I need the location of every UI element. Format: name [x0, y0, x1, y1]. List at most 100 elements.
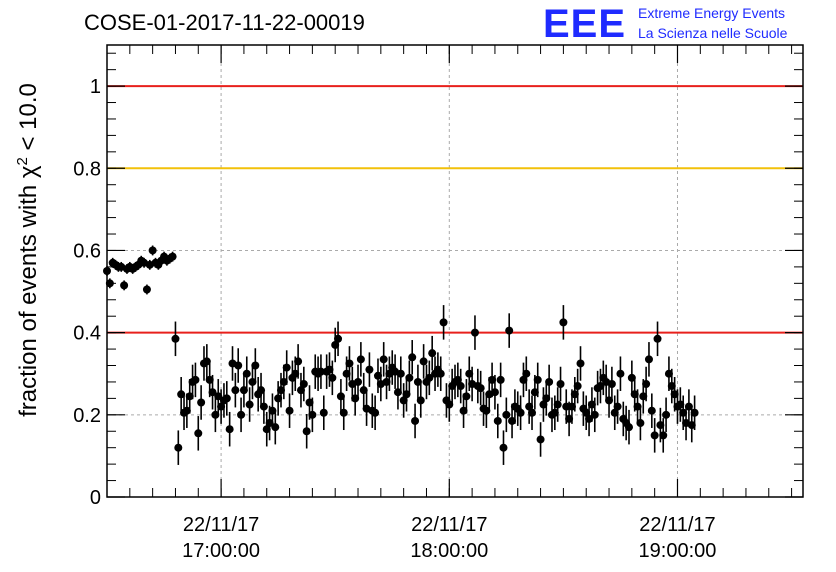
data-point	[647, 406, 656, 415]
data-point	[627, 373, 636, 382]
data-point	[194, 429, 203, 438]
data-point	[508, 416, 517, 425]
data-point	[245, 400, 254, 409]
data-point	[556, 380, 565, 388]
data-point	[428, 349, 437, 358]
data-point	[505, 326, 514, 335]
x-tick-date-label: 22/11/17	[639, 514, 715, 536]
data-point	[659, 431, 668, 440]
data-point	[570, 390, 579, 399]
data-point	[142, 285, 151, 294]
data-point	[191, 375, 200, 384]
data-point	[373, 371, 382, 380]
data-point	[413, 377, 422, 386]
data-point	[231, 386, 240, 395]
data-point	[308, 410, 317, 419]
data-point	[393, 388, 402, 397]
data-point	[336, 392, 345, 401]
reference-lines	[107, 85, 803, 334]
data-point	[402, 390, 411, 399]
data-point	[573, 382, 582, 391]
data-point	[268, 406, 277, 415]
data-point	[470, 328, 479, 337]
data-point	[490, 388, 499, 397]
data-point	[379, 355, 388, 364]
data-point	[251, 361, 260, 370]
data-point	[459, 406, 468, 415]
data-point	[576, 359, 585, 368]
y-tick-label: 0.6	[73, 240, 101, 262]
data-point	[536, 435, 545, 444]
data-point	[174, 443, 183, 452]
data-point	[436, 369, 445, 378]
data-point	[522, 369, 531, 378]
axis-ticks	[106, 45, 803, 498]
data-point	[316, 367, 325, 376]
data-point	[197, 398, 206, 407]
data-point	[559, 318, 568, 327]
data-point	[345, 359, 354, 368]
data-point	[607, 380, 616, 388]
data-point	[291, 369, 300, 378]
y-tick-label: 0.8	[73, 158, 101, 180]
data-point	[419, 357, 428, 366]
data-point	[642, 380, 651, 388]
data-point	[630, 390, 639, 399]
data-point	[416, 396, 425, 405]
y-tick-label: 0.4	[73, 323, 101, 345]
data-point	[616, 369, 625, 378]
data-point	[205, 375, 214, 384]
data-point	[516, 408, 525, 417]
data-point	[331, 340, 340, 349]
data-point	[456, 382, 465, 391]
x-tick-time-label: 18:00:00	[410, 540, 488, 562]
data-point	[493, 416, 502, 425]
data-point	[237, 410, 246, 419]
data-points	[103, 246, 699, 452]
x-tick-time-label: 19:00:00	[639, 540, 717, 562]
data-point	[664, 369, 673, 378]
data-point	[399, 396, 408, 405]
data-point	[545, 377, 554, 386]
data-point	[257, 386, 266, 395]
data-point	[482, 406, 491, 415]
data-point	[562, 402, 571, 411]
data-point	[625, 423, 633, 432]
data-point	[299, 380, 308, 388]
data-point	[262, 425, 271, 434]
data-point	[274, 394, 283, 403]
data-point	[234, 361, 243, 370]
data-point	[530, 388, 539, 397]
data-point	[382, 377, 391, 386]
data-point	[171, 334, 180, 343]
data-point	[365, 365, 374, 374]
data-point	[225, 425, 234, 434]
data-point	[211, 410, 220, 419]
chart-title: COSE-01-2017-11-22-00019	[84, 10, 365, 35]
data-point	[354, 377, 363, 386]
data-point	[168, 252, 177, 261]
y-tick-label: 0	[90, 487, 101, 509]
data-point	[265, 419, 274, 428]
data-point	[445, 400, 454, 409]
data-point	[553, 400, 562, 409]
data-point	[476, 384, 485, 393]
data-point	[528, 408, 537, 417]
data-point	[690, 408, 699, 417]
data-point	[271, 423, 280, 432]
data-point	[279, 377, 288, 386]
data-point	[185, 392, 194, 401]
data-point	[519, 375, 528, 384]
x-tick-date-label: 22/11/17	[411, 514, 487, 536]
data-point	[356, 355, 365, 364]
data-point	[359, 386, 368, 395]
plot-frame	[106, 44, 804, 498]
data-point	[496, 375, 505, 384]
grid-lines	[107, 45, 803, 497]
data-point	[542, 394, 551, 403]
data-point	[242, 369, 251, 378]
y-axis-label: fraction of events with χ2 < 10.0	[14, 83, 42, 417]
data-point	[305, 398, 314, 407]
data-point	[202, 357, 211, 366]
